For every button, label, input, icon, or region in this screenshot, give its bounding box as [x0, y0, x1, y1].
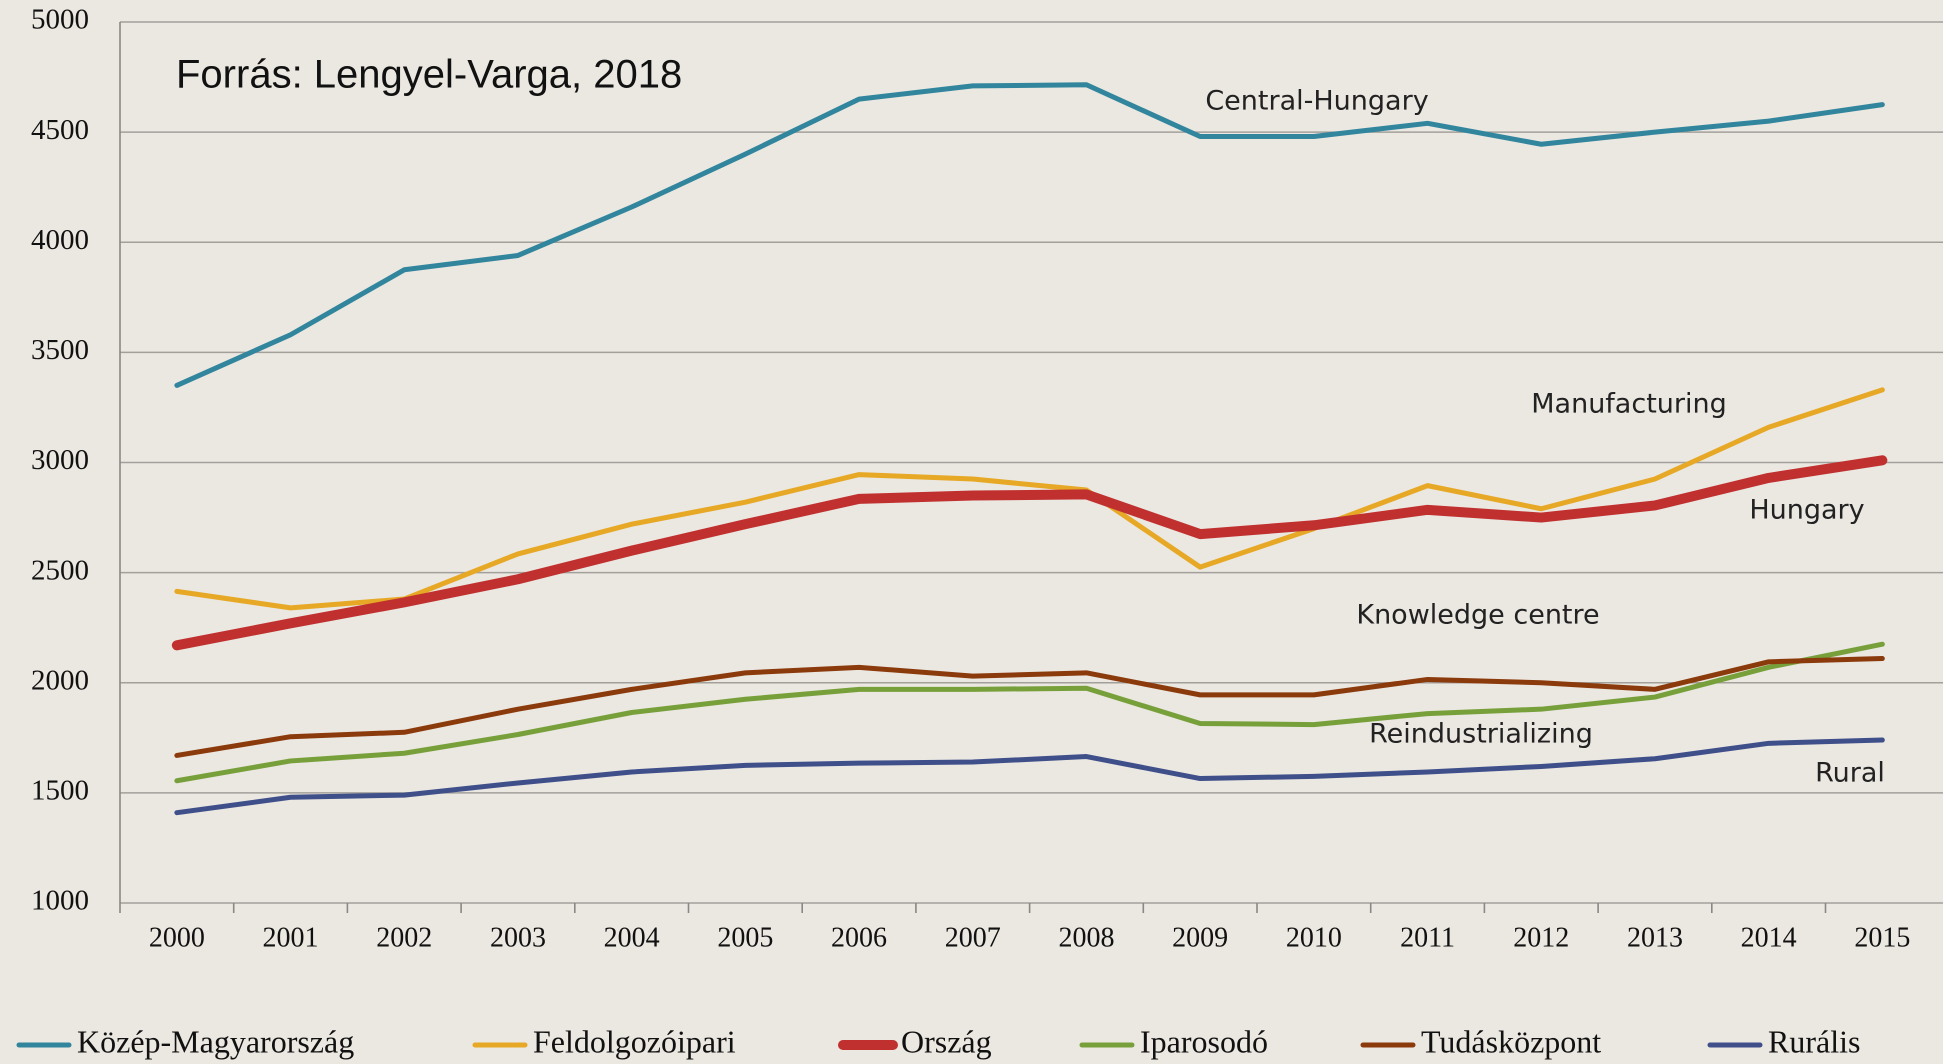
annotation: Rural	[1815, 758, 1885, 789]
y-tick-label: 5000	[31, 4, 89, 36]
x-tick-label: 2009	[1172, 922, 1228, 953]
annotation: Manufacturing	[1531, 389, 1727, 420]
annotation: Central-Hungary	[1205, 86, 1428, 117]
series-line	[174, 656, 1885, 758]
legend-label: Tudásközpont	[1421, 1023, 1601, 1059]
annotation: Hungary	[1749, 495, 1864, 526]
x-tick-label: 2015	[1854, 922, 1910, 953]
x-tick-label: 2008	[1058, 922, 1114, 953]
chart-title: Forrás: Lengyel-Varga, 2018	[176, 53, 682, 97]
y-tick-label: 2000	[31, 664, 89, 696]
y-tick-label: 1000	[31, 885, 89, 917]
y-tick-label: 1500	[31, 775, 89, 807]
x-tick-label: 2014	[1741, 922, 1797, 953]
y-tick-label: 4000	[31, 224, 89, 256]
x-tick-label: 2003	[490, 922, 546, 953]
legend-label: Feldolgozóipari	[533, 1023, 736, 1059]
y-tick-label: 3000	[31, 444, 89, 476]
y-tick-label: 4500	[31, 114, 89, 146]
legend-label: Iparosodó	[1140, 1023, 1268, 1059]
series-line	[174, 82, 1885, 388]
x-tick-label: 2010	[1286, 922, 1342, 953]
x-tick-label: 2011	[1400, 922, 1455, 953]
x-tick-label: 2001	[263, 922, 319, 953]
legend-label: Ország	[901, 1023, 992, 1059]
series-line	[174, 737, 1885, 816]
y-tick-label: 2500	[31, 554, 89, 586]
series-line	[174, 387, 1885, 611]
annotation: Knowledge centre	[1356, 600, 1599, 631]
x-tick-label: 2012	[1513, 922, 1569, 953]
series-line	[171, 455, 1888, 651]
legend-label: Rurális	[1768, 1023, 1860, 1059]
x-tick-label: 2007	[945, 922, 1001, 953]
annotation: Reindustrializing	[1369, 719, 1593, 750]
x-tick-label: 2006	[831, 922, 887, 953]
x-tick-label: 2005	[717, 922, 773, 953]
x-tick-label: 2013	[1627, 922, 1683, 953]
legend-label: Közép-Magyarország	[77, 1023, 354, 1059]
series-line	[174, 641, 1885, 784]
y-tick-label: 3500	[31, 334, 89, 366]
x-tick-label: 2002	[376, 922, 432, 953]
x-tick-label: 2000	[149, 922, 205, 953]
x-tick-label: 2004	[604, 922, 660, 953]
